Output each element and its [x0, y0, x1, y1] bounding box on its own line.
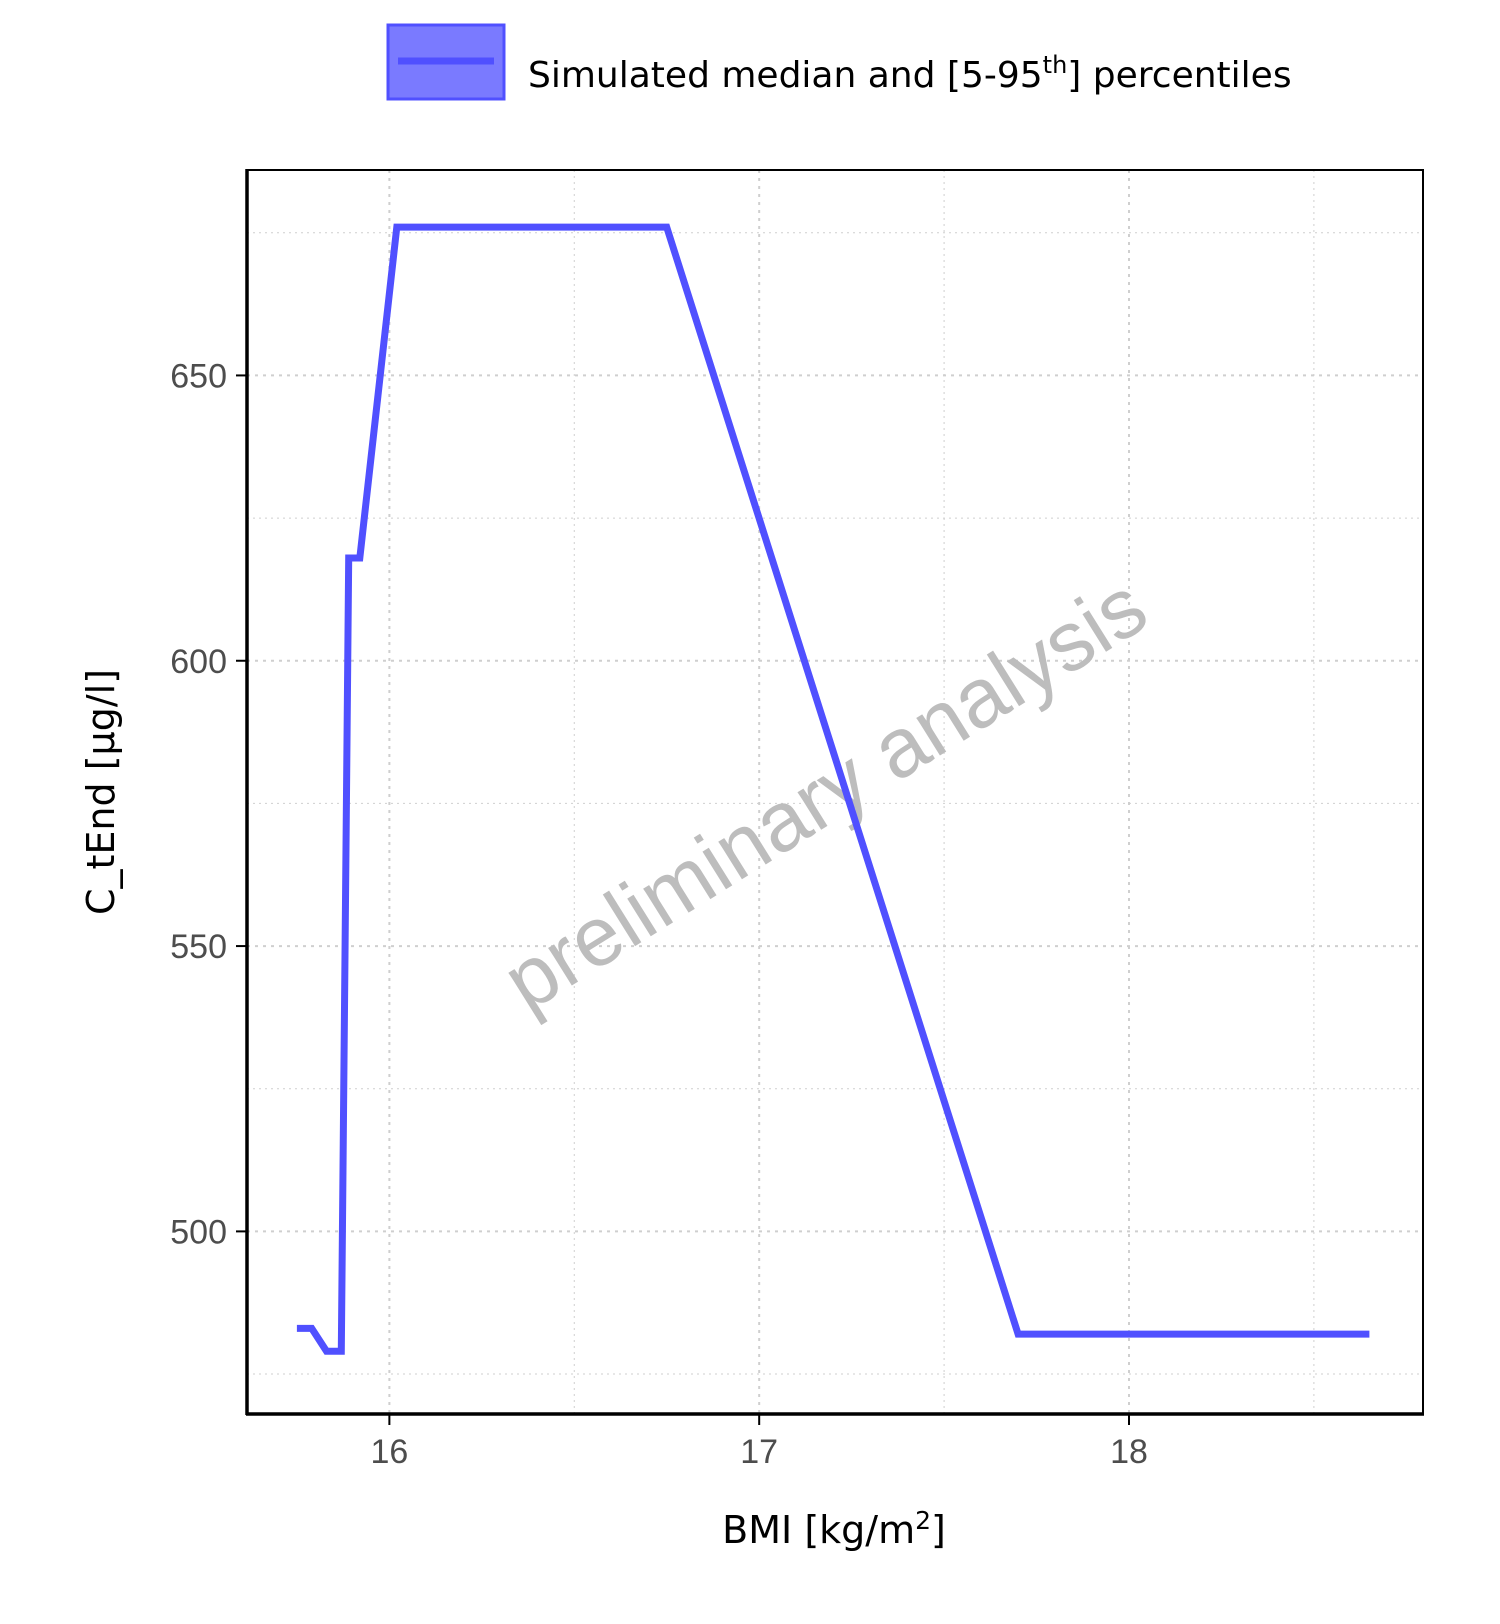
grid	[247, 170, 1423, 1414]
series-line-median	[296, 223, 1370, 1355]
watermark: preliminary analysis	[487, 558, 1162, 1029]
y-axis-title: C_tEnd [µg/l]	[79, 669, 123, 915]
y-tick-label: 650	[170, 357, 227, 395]
legend: Simulated median and [5-95th] percentile…	[386, 23, 1292, 101]
legend-label: Simulated median and [5-95th] percentile…	[528, 51, 1292, 96]
legend-label-superscript: th	[1043, 51, 1068, 79]
y-tick-label: 600	[170, 643, 227, 681]
x-tick-label: 16	[370, 1433, 408, 1471]
x-axis-title-superscript: 2	[915, 1506, 931, 1535]
y-tick-label: 500	[170, 1213, 227, 1251]
series-layer	[296, 223, 1370, 1355]
x-axis-title: BMI [kg/m2]	[722, 1506, 946, 1552]
x-tick-label: 17	[740, 1433, 778, 1471]
x-tick-label: 18	[1110, 1433, 1148, 1471]
y-tick-label: 550	[170, 928, 227, 966]
ticks: 16 17 18 500 550 600 650	[170, 357, 1148, 1471]
